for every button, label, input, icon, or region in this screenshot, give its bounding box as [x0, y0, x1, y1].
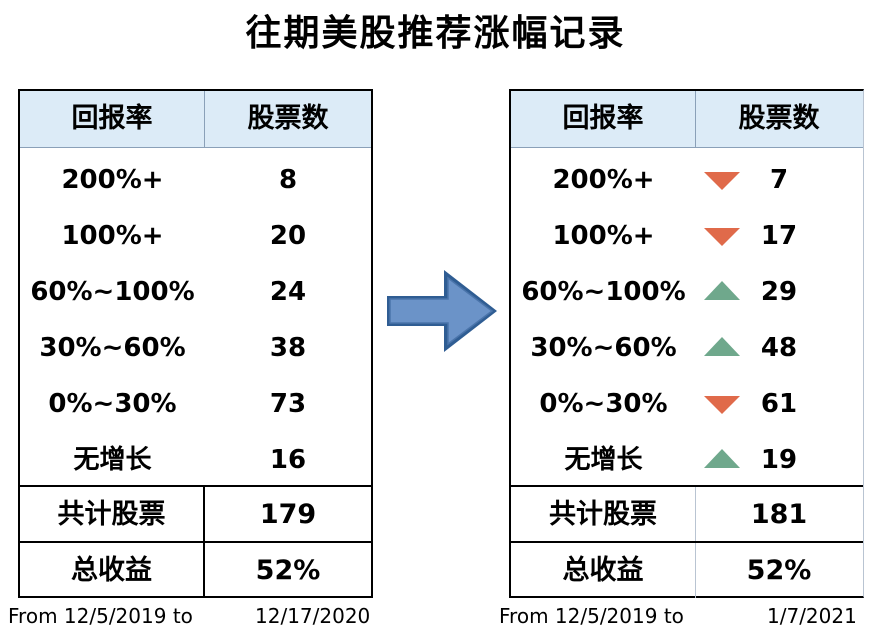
- stock-count: 16: [269, 445, 307, 475]
- total-return-value: 52%: [746, 555, 812, 586]
- stock-count: 29: [760, 277, 798, 307]
- total-stocks-value: 179: [259, 499, 317, 530]
- return-range: 200%+: [552, 165, 655, 195]
- stock-count: 17: [760, 221, 798, 251]
- table-row: 30%~60% 38: [20, 320, 371, 376]
- table-row: 0%~30% 61: [511, 376, 863, 432]
- stock-count-cell: 48: [696, 320, 862, 376]
- stock-count: 19: [760, 445, 798, 475]
- total-stocks-row: 共计股票 179: [20, 485, 371, 542]
- header-stock-count: 股票数: [738, 103, 820, 134]
- total-return-value: 52%: [255, 555, 321, 586]
- total-stocks-label: 共计股票: [511, 487, 696, 542]
- total-return-label: 总收益: [20, 543, 205, 598]
- table-before: 回报率 股票数 200%+ 8 100%+ 20 60%~100% 24 30%…: [18, 89, 373, 598]
- return-range: 无增长: [73, 445, 152, 475]
- table-row: 60%~100% 24: [20, 264, 371, 320]
- return-range: 100%+: [552, 221, 655, 251]
- table-row: 200%+ 7: [511, 152, 863, 208]
- total-stocks-label: 共计股票: [20, 487, 205, 542]
- triangle-up-icon: [704, 449, 740, 468]
- stock-count: 24: [269, 277, 307, 307]
- stock-count-cell: 17: [696, 208, 862, 264]
- stock-count: 8: [278, 165, 298, 195]
- header-return-rate: 回报率: [511, 91, 696, 147]
- stock-count-cell: 7: [696, 152, 862, 208]
- right-arrow-icon: [387, 270, 497, 352]
- table-row: 无增长 19: [511, 432, 863, 488]
- date-range-to: 1/7/2021: [767, 604, 857, 628]
- date-range-to: 12/17/2020: [255, 604, 371, 628]
- table-header: 回报率 股票数: [20, 91, 371, 148]
- table-row: 0%~30% 73: [20, 376, 371, 432]
- stock-count: 7: [769, 165, 789, 195]
- total-return-row: 总收益 52%: [511, 541, 863, 598]
- triangle-down-icon: [704, 172, 740, 190]
- total-return-label: 总收益: [511, 543, 696, 598]
- date-range-from: From 12/5/2019 to: [499, 604, 684, 628]
- table-header: 回报率 股票数: [511, 91, 863, 148]
- return-range: 200%+: [61, 165, 164, 195]
- return-range: 60%~100%: [30, 277, 195, 307]
- table-after: 回报率 股票数 200%+ 7 100%+ 17 60%~100% 29 30%…: [509, 89, 864, 598]
- stock-count: 73: [269, 389, 307, 419]
- stock-count-cell: 19: [696, 432, 862, 488]
- stock-count: 61: [760, 389, 798, 419]
- triangle-up-icon: [704, 337, 740, 356]
- table-row: 100%+ 20: [20, 208, 371, 264]
- stock-count-cell: 61: [696, 376, 862, 432]
- return-range: 0%~30%: [539, 389, 668, 419]
- table-row: 60%~100% 29: [511, 264, 863, 320]
- header-return-rate: 回报率: [20, 91, 205, 147]
- stock-count-cell: 29: [696, 264, 862, 320]
- date-range-from: From 12/5/2019 to: [8, 604, 193, 628]
- return-range: 0%~30%: [48, 389, 177, 419]
- total-stocks-row: 共计股票 181: [511, 485, 863, 542]
- table-row: 200%+ 8: [20, 152, 371, 208]
- stock-count: 48: [760, 333, 798, 363]
- table-row: 100%+ 17: [511, 208, 863, 264]
- triangle-down-icon: [704, 396, 740, 414]
- page-title: 往期美股推荐涨幅记录: [245, 13, 626, 54]
- return-range: 无增长: [564, 445, 643, 475]
- return-range: 30%~60%: [39, 333, 186, 363]
- stock-count: 20: [269, 221, 307, 251]
- stock-count: 38: [269, 333, 307, 363]
- return-range: 60%~100%: [521, 277, 686, 307]
- table-row: 无增长 16: [20, 432, 371, 488]
- return-range: 100%+: [61, 221, 164, 251]
- header-stock-count: 股票数: [247, 103, 329, 134]
- total-return-row: 总收益 52%: [20, 541, 371, 598]
- triangle-up-icon: [704, 281, 740, 300]
- triangle-down-icon: [704, 228, 740, 246]
- return-range: 30%~60%: [530, 333, 677, 363]
- table-row: 30%~60% 48: [511, 320, 863, 376]
- total-stocks-value: 181: [750, 499, 808, 530]
